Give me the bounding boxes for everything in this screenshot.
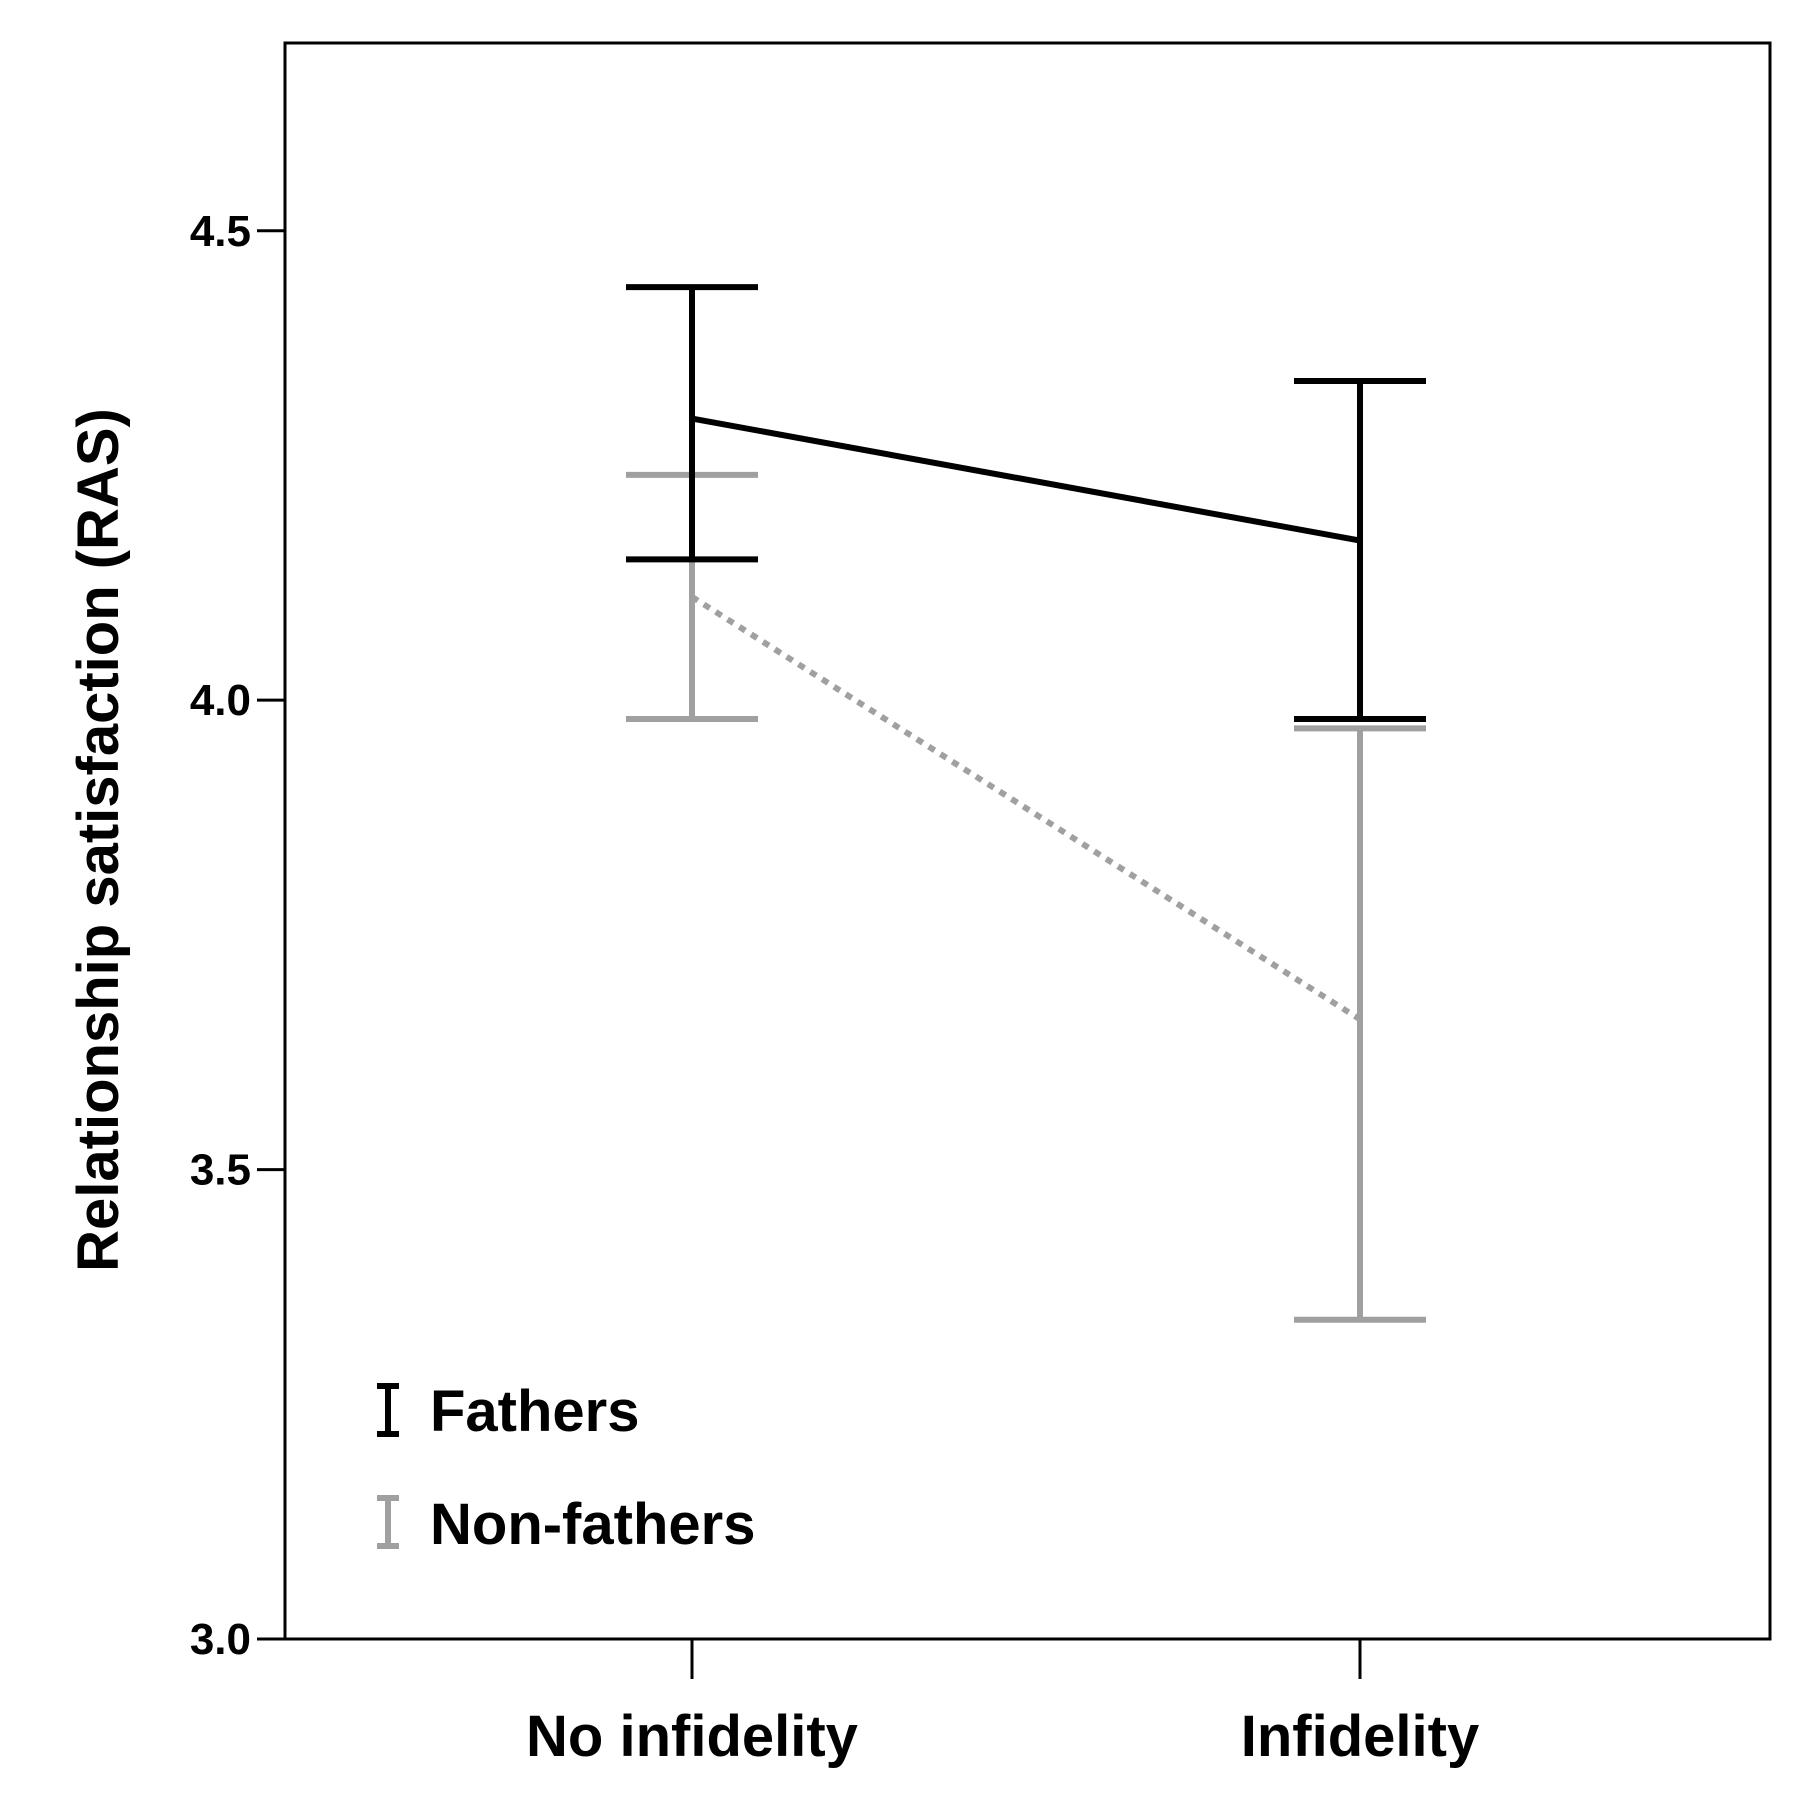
legend-label-non-fathers: Non-fathers (430, 1492, 755, 1557)
legend: Fathers Non-fathers (377, 1379, 755, 1557)
legend-errorbar-icon-non-fathers (377, 1495, 399, 1549)
mean-line-fathers (691, 415, 1361, 544)
legend-errorbar-icon-fathers (377, 1383, 399, 1437)
y-axis: 3.0 3.5 4.0 4.5 (190, 207, 285, 1664)
series-fathers (626, 284, 1426, 722)
y-axis-title: Relationship satisfaction (RAS) (66, 408, 131, 1272)
y-tick-label: 3.5 (190, 1146, 251, 1195)
plot-frame (283, 41, 1772, 1641)
mean-line-non-fathers (690, 594, 1362, 1022)
x-axis: No infidelity Infidelity (526, 1639, 1479, 1769)
series-non-fathers (626, 471, 1426, 1323)
series-layer (626, 284, 1426, 1323)
x-category-label: Infidelity (1241, 1704, 1479, 1769)
legend-item-fathers: Fathers (377, 1379, 640, 1444)
legend-item-non-fathers: Non-fathers (377, 1492, 755, 1557)
y-tick-label: 4.0 (190, 676, 251, 725)
y-tick-label: 4.5 (190, 207, 251, 256)
error-bar-fathers-0 (626, 284, 758, 563)
y-tick-label: 3.0 (190, 1615, 251, 1664)
legend-label-fathers: Fathers (430, 1379, 640, 1444)
error-bar-fathers-1 (1294, 377, 1426, 722)
x-category-label: No infidelity (526, 1704, 858, 1769)
error-bar-non-fathers-1 (1294, 725, 1426, 1323)
